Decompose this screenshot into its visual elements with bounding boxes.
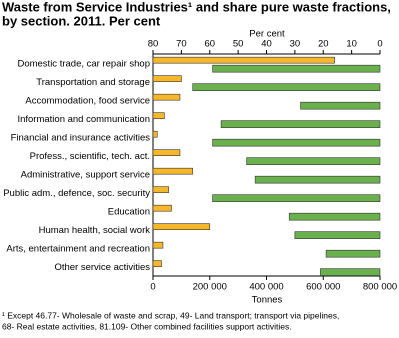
bar — [152, 223, 211, 230]
bar — [212, 64, 381, 73]
footnote: 68- Real estate activities, 81.109- Othe… — [2, 321, 292, 331]
chart-title: by section. 2011. Per cent — [2, 13, 161, 28]
bar — [152, 241, 164, 249]
x2-tick-label: 70 — [176, 39, 187, 50]
x-tick-label: 0 — [150, 282, 155, 293]
category-label: Accommodation, food service — [25, 96, 150, 107]
bar — [294, 231, 381, 239]
x2-tick-label: 20 — [318, 39, 329, 50]
category-label: Financial and insurance activities — [11, 133, 151, 144]
category-label: Administrative, support service — [21, 170, 150, 181]
footnote: ¹ Except 46.77- Wholesale of waste and s… — [2, 310, 339, 320]
bar — [152, 56, 335, 64]
category-label: Domestic trade, car repair shop — [17, 59, 150, 70]
bar — [152, 167, 194, 175]
bar — [152, 93, 181, 101]
bar — [152, 149, 181, 156]
category-label: Education — [108, 207, 150, 218]
x2-axis-label: Per cent — [249, 29, 285, 40]
bar — [152, 186, 169, 193]
x-axis-label: Tonnes — [252, 295, 283, 306]
bar — [246, 157, 381, 165]
x-tick-label: 800 000 — [363, 282, 397, 293]
x2-tick-label: 30 — [290, 39, 301, 50]
bar — [152, 204, 172, 212]
bar — [300, 101, 381, 110]
category-label: Other service activities — [54, 262, 150, 273]
x2-tick-label: 10 — [346, 39, 357, 50]
x2-tick-label: 0 — [377, 39, 382, 50]
x2-tick-label: 40 — [261, 39, 272, 50]
x-tick-label: 400 000 — [249, 282, 283, 293]
bar — [325, 249, 381, 258]
category-label: Profess., scientific, tech. act. — [30, 151, 150, 162]
x-tick-label: 200 000 — [193, 282, 227, 293]
x-tick-label: 600 000 — [306, 282, 340, 293]
category-label: Information and communication — [17, 114, 150, 125]
category-label: Transportation and storage — [36, 77, 150, 88]
chart-title: Waste from Service Industries¹ and share… — [2, 0, 391, 14]
bar — [152, 260, 162, 267]
category-label: Human health, social work — [39, 225, 151, 236]
bar — [288, 212, 381, 221]
bar — [254, 175, 381, 184]
bar — [320, 268, 381, 276]
category-label: Public adm., defence, soc. security — [3, 188, 150, 199]
bar — [212, 138, 381, 147]
bar — [192, 83, 381, 91]
x2-tick-label: 50 — [233, 39, 244, 50]
x2-tick-label: 60 — [204, 39, 215, 50]
category-label: Arts, entertainment and recreation — [6, 244, 150, 255]
bar — [152, 130, 158, 138]
bar — [212, 194, 381, 202]
bar — [152, 75, 182, 82]
bar — [220, 120, 381, 128]
x2-tick-label: 80 — [148, 39, 159, 50]
bar — [152, 112, 165, 119]
